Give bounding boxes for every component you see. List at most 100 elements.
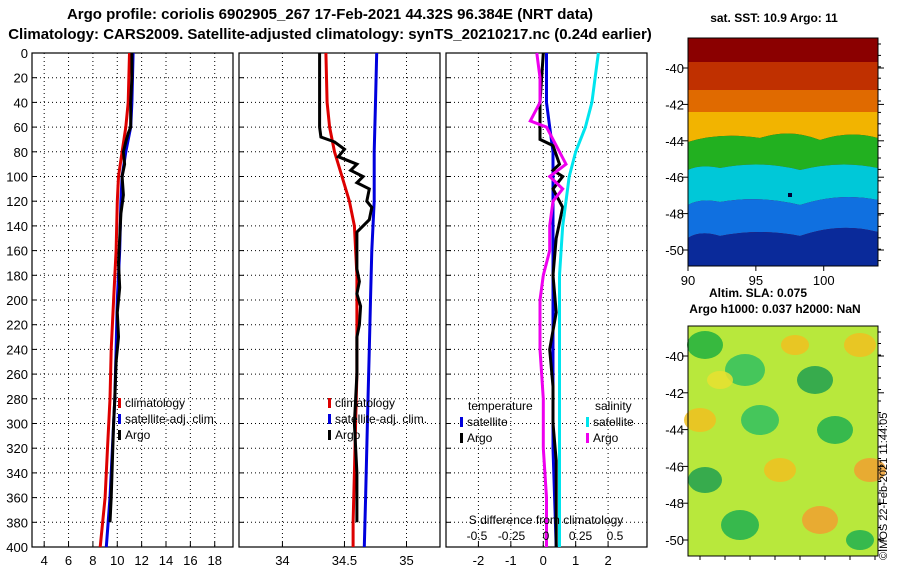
map-y-tick-label: -42: [665, 97, 684, 112]
legend-swatch: [328, 398, 331, 408]
legend-swatch: [328, 430, 331, 440]
y-tick-label: 60: [14, 120, 28, 135]
sla-anomaly-blob: [721, 510, 759, 540]
title-line-1: Argo profile: coriolis 6902905_267 17-Fe…: [66, 6, 594, 23]
x-tick-label: 18: [207, 553, 221, 568]
sla-map-axes: -40 -42 -44 -46 -48 -50: [665, 331, 884, 560]
x-tick-label: 1: [572, 553, 579, 568]
sla-anomaly-blob: [725, 354, 765, 386]
map-y-tick-label: -46: [665, 459, 684, 474]
y-tick-label: 20: [14, 71, 28, 86]
y-tick-label: 80: [14, 145, 28, 160]
title-line-2: Climatology: CARS2009. Satellite-adjuste…: [8, 26, 652, 43]
legend-label: Argo: [335, 428, 361, 442]
map-y-tick-label: -42: [665, 386, 684, 401]
x-tick-label: 16: [183, 553, 197, 568]
x-tick-label: 6: [65, 553, 72, 568]
x-tick-label: 4: [41, 553, 48, 568]
sla-map-frame: [687, 325, 879, 557]
argo-location-marker: [788, 193, 792, 197]
legend-swatch: [460, 433, 463, 443]
sst-map-title: sat. SST: 10.9 Argo: 11: [710, 11, 838, 25]
legend-swatch: [586, 433, 589, 443]
y-tick-label: 120: [6, 194, 28, 209]
sla-anomaly-blob: [707, 371, 733, 389]
series-line-argo: [318, 53, 374, 523]
legend-label: satellite-adj. clim.: [125, 412, 217, 426]
y-tick-label: 260: [6, 367, 28, 382]
x-tick-label: 12: [134, 553, 148, 568]
sla-anomaly-blob: [687, 331, 723, 359]
legend-label: Argo: [125, 428, 151, 442]
y-tick-label: 240: [6, 342, 28, 357]
x-tick-label: 8: [89, 553, 96, 568]
sla-title-1: Altim. SLA: 0.075: [709, 286, 807, 300]
sst-band-red: [688, 62, 878, 90]
series-line-temperature-argo: [538, 52, 565, 547]
sst-map-panel: sat. SST: 10.9 Argo: 11 -40-42-44-46-48-…: [665, 11, 884, 288]
s-difference-tick-label: 0.25: [569, 529, 593, 543]
legend-label: Argo: [593, 431, 619, 445]
sst-map-frame: [687, 37, 879, 267]
legend-swatch: [118, 398, 121, 408]
legend-label: Argo: [467, 431, 493, 445]
sst-band-blue: [688, 196, 878, 238]
s-difference-tick-label: 0.5: [607, 529, 624, 543]
legend-salinity-title: salinity: [595, 399, 632, 413]
series-line-salinity-satellite: [558, 52, 600, 547]
legend-swatch: [460, 417, 463, 427]
sst-map-axes: -40 -42 -44 -46 -48 -50 90 95 100: [665, 43, 884, 288]
y-tick-label: 340: [6, 466, 28, 481]
x-tick-label: 14: [159, 553, 173, 568]
imos-watermark: ©IMOS 22-Feb-2021 11:44:05: [878, 412, 890, 560]
s-difference-axis-label: S difference from climatology: [469, 513, 624, 527]
sst-band-yellow: [688, 112, 878, 142]
legend-label: satellite: [467, 415, 508, 429]
map-y-tick-label: -46: [665, 170, 684, 185]
legend-swatch: [118, 414, 121, 424]
x-tick-label: 34.5: [332, 553, 357, 568]
x-tick-label: 35: [399, 553, 413, 568]
difference-panel: -2 -1 0 1 2 temperature satellite Argo salinity s…: [445, 52, 648, 568]
s-difference-tick-label: -0.5: [467, 529, 488, 543]
sla-map-panel: Altim. SLA: 0.075 Argo h1000: 0.037 h200…: [665, 286, 886, 560]
map-x-tick-label: 90: [681, 273, 695, 288]
s-difference-tick-label: -0.25: [498, 529, 526, 543]
legend-swatch: [118, 430, 121, 440]
sla-anomaly-blob: [741, 405, 779, 435]
x-tick-label: 10: [110, 553, 124, 568]
map-y-tick-label: -44: [665, 134, 684, 149]
map-y-tick-label: -48: [665, 496, 684, 511]
x-tick-label: 0: [540, 553, 547, 568]
y-tick-label: 400: [6, 540, 28, 555]
legend-label: climatology: [125, 396, 185, 410]
sla-anomaly-blob: [797, 366, 833, 394]
x-tick-label: -1: [505, 553, 517, 568]
map-y-tick-label: -40: [665, 61, 684, 76]
sla-anomaly-blob: [802, 506, 838, 534]
s-difference-tick-label: 0: [543, 529, 550, 543]
sst-band-orange: [688, 90, 878, 112]
sla-anomaly-blob: [781, 335, 809, 355]
legend-swatch: [328, 414, 331, 424]
sla-anomaly-blob: [764, 458, 796, 482]
y-tick-label: 220: [6, 318, 28, 333]
y-tick-label: 200: [6, 293, 28, 308]
map-y-tick-label: -50: [665, 243, 684, 258]
y-tick-label: 360: [6, 491, 28, 506]
y-tick-label: 320: [6, 441, 28, 456]
y-tick-label: 0: [21, 46, 28, 61]
y-tick-label: 300: [6, 417, 28, 432]
x-tick-label: 2: [604, 553, 611, 568]
sla-anomaly-blobs: [684, 331, 886, 550]
y-tick-label: 180: [6, 268, 28, 283]
sla-anomaly-blob: [688, 467, 722, 493]
y-tick-label: 140: [6, 219, 28, 234]
legend-label: satellite-adj. clim.: [335, 412, 427, 426]
salinity-panel: 34 34.5 35 climatology satellite-adj. clim. A…: [238, 52, 441, 568]
sla-anomaly-blob: [817, 416, 853, 444]
y-tick-label: 280: [6, 392, 28, 407]
sla-title-2: Argo h1000: 0.037 h2000: NaN: [689, 302, 860, 316]
series-line-salinity-argo: [528, 52, 568, 547]
